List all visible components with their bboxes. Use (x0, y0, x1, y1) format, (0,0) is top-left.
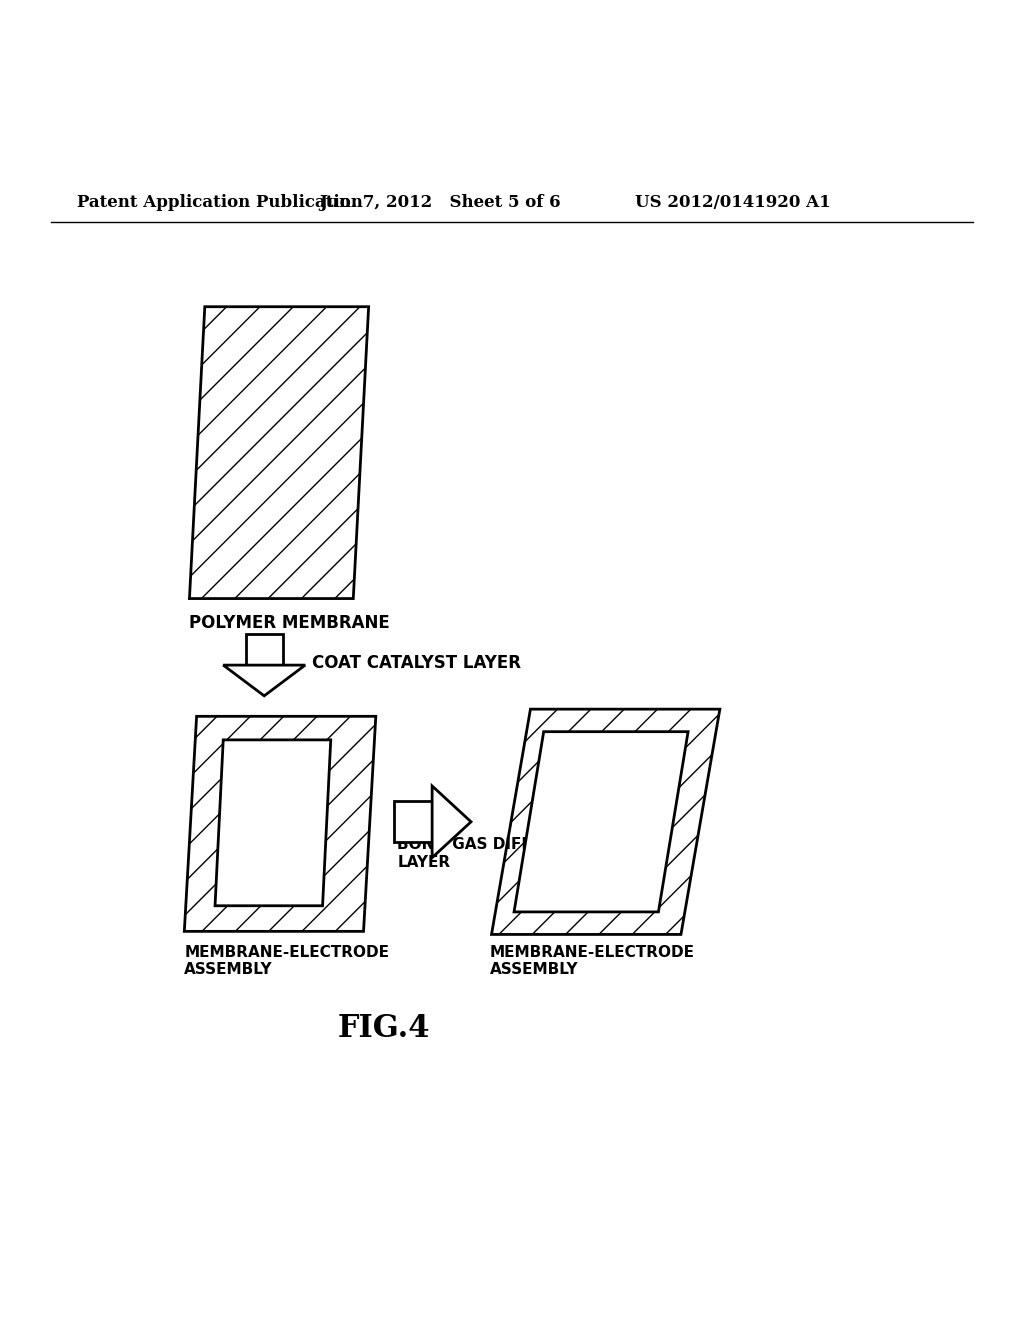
Text: COAT CATALYST LAYER: COAT CATALYST LAYER (312, 655, 521, 672)
Polygon shape (215, 741, 331, 906)
Text: POLYMER MEMBRANE: POLYMER MEMBRANE (189, 614, 390, 632)
Polygon shape (189, 306, 369, 598)
Text: MEMBRANE-ELECTRODE
ASSEMBLY: MEMBRANE-ELECTRODE ASSEMBLY (184, 945, 389, 977)
Polygon shape (184, 717, 376, 932)
Text: MEMBRANE-ELECTRODE
ASSEMBLY: MEMBRANE-ELECTRODE ASSEMBLY (489, 945, 694, 977)
Text: Jun. 7, 2012   Sheet 5 of 6: Jun. 7, 2012 Sheet 5 of 6 (319, 194, 561, 211)
Polygon shape (394, 801, 432, 842)
Text: US 2012/0141920 A1: US 2012/0141920 A1 (635, 194, 830, 211)
Polygon shape (514, 731, 688, 912)
Polygon shape (492, 709, 720, 935)
Text: Patent Application Publication: Patent Application Publication (77, 194, 362, 211)
Text: BOND GAS DIFFUSION
LAYER: BOND GAS DIFFUSION LAYER (397, 837, 587, 870)
Polygon shape (246, 635, 283, 665)
Text: FIG.4: FIG.4 (338, 1014, 430, 1044)
Polygon shape (432, 785, 471, 858)
Polygon shape (223, 665, 305, 696)
